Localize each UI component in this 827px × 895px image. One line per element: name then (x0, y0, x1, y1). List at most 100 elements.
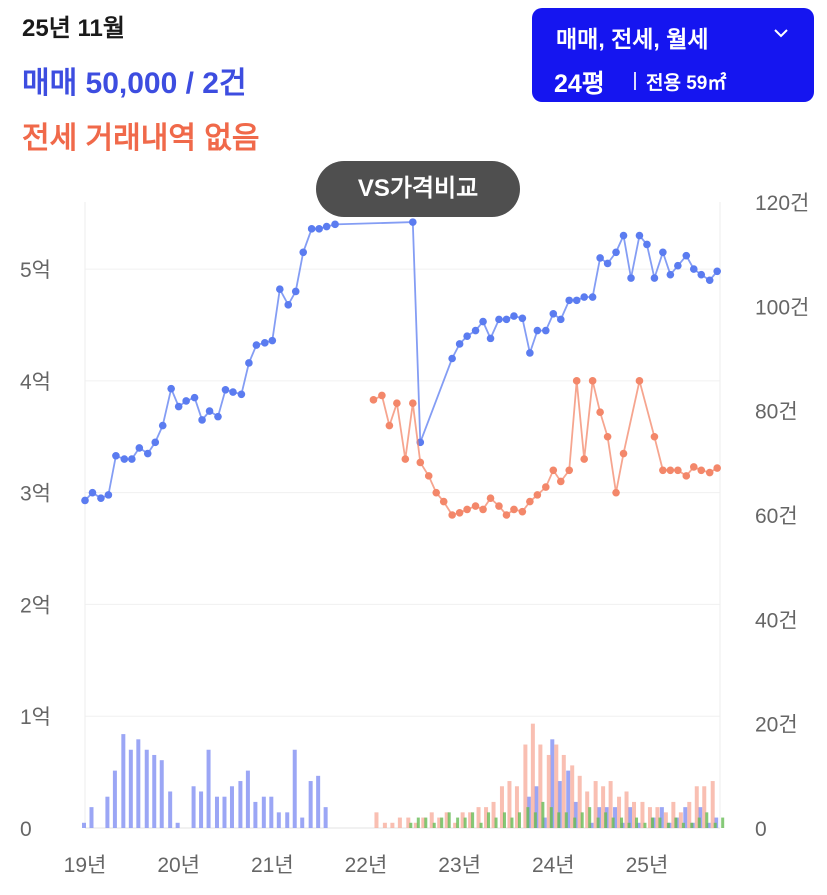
data-point (315, 225, 323, 233)
y-left-tick: 4억 (20, 371, 51, 394)
data-point (697, 270, 706, 279)
volume-bar (285, 812, 290, 828)
data-point (705, 276, 714, 285)
data-point (307, 225, 316, 233)
data-point (549, 309, 558, 318)
y-right-tick: 120건 (755, 192, 809, 215)
data-point (682, 251, 691, 260)
data-point (245, 359, 253, 367)
data-point (322, 222, 331, 231)
volume-bar (468, 812, 473, 828)
volume-bar (588, 807, 592, 828)
series-line (84, 221, 718, 502)
data-point (588, 377, 597, 385)
volume-bar (429, 812, 434, 828)
data-point (565, 296, 574, 305)
data-point (471, 502, 480, 510)
data-point (635, 377, 644, 385)
data-point (276, 285, 284, 293)
volume-bar (671, 801, 676, 828)
volume-bar (523, 744, 528, 828)
data-point (518, 507, 527, 516)
volume-bar (601, 786, 606, 828)
data-point (533, 491, 542, 499)
grid-lines (84, 202, 721, 829)
volume-bar (413, 822, 418, 828)
volume-bar (409, 822, 413, 828)
y-right-tick: 20건 (755, 714, 798, 737)
volume-bar (460, 812, 465, 828)
data-point (612, 488, 620, 497)
sale-summary: 매매 50,000 / 2건 (22, 67, 247, 100)
data-point (486, 334, 495, 343)
data-point (104, 491, 113, 499)
volume-bar (674, 817, 678, 828)
volume-bar (424, 817, 428, 828)
data-point (713, 267, 721, 276)
data-point (190, 393, 199, 402)
y-left-tick: 1억 (20, 706, 51, 729)
volume-bar (683, 807, 688, 828)
volume-bar (533, 812, 537, 828)
y-right-tick: 100건 (755, 296, 809, 319)
volume-bar (421, 817, 426, 828)
volume-bar (613, 807, 618, 828)
data-point (612, 248, 620, 257)
volume-bar (659, 807, 664, 828)
volume-bar (687, 801, 692, 828)
volume-bar (432, 822, 436, 828)
volume-bar (105, 796, 110, 828)
volume-bar (238, 781, 243, 828)
data-point (495, 315, 503, 324)
jeonse-summary: 전세 거래내역 없음 (22, 122, 260, 155)
trade-filter-button[interactable]: 매매, 전세, 월세 24평 전용 59㎡ (532, 8, 814, 102)
volume-bar (534, 786, 539, 828)
data-point (88, 488, 97, 497)
volume-bar (128, 749, 133, 828)
data-point (588, 293, 597, 301)
data-point (135, 444, 144, 452)
data-point (619, 449, 628, 458)
data-point (463, 505, 471, 514)
volume-bar (721, 817, 725, 828)
volume-bar (557, 812, 561, 828)
data-point (128, 455, 136, 463)
volume-bar (570, 765, 575, 828)
volume-bar (316, 775, 321, 828)
volume-bars (82, 723, 725, 828)
data-point (603, 259, 612, 268)
volume-bar (611, 817, 615, 828)
axis-ticks: 0 1억 2억 3억 4억 5억 0 20건 40건 60건 80건 100건 120건 19년 20년 21… (20, 192, 809, 877)
data-point (526, 349, 534, 357)
data-point (650, 274, 659, 282)
volume-bar (658, 817, 662, 828)
volume-bar (541, 801, 545, 828)
y-right-tick: 80건 (755, 401, 798, 424)
volume-bar (690, 822, 694, 828)
x-tick: 23년 (438, 854, 481, 877)
y-left-tick: 3억 (20, 483, 51, 506)
data-point (143, 449, 152, 458)
data-point (526, 497, 534, 506)
volume-bar (206, 749, 211, 828)
volume-bar (447, 812, 451, 828)
volume-bar (121, 734, 126, 828)
data-point (580, 293, 588, 301)
data-point (385, 421, 394, 430)
vs-compare-button[interactable]: VS가격비교 (316, 161, 520, 217)
price-lines (81, 218, 721, 519)
data-point (439, 497, 448, 506)
data-point (518, 314, 527, 323)
volume-bar (549, 807, 553, 828)
data-point (603, 432, 612, 441)
volume-bar (502, 812, 506, 828)
data-point (252, 341, 261, 349)
data-point (705, 468, 714, 477)
data-point (97, 494, 105, 503)
data-point (627, 274, 635, 282)
volume-bar (494, 817, 498, 828)
data-point (565, 466, 574, 475)
data-point (533, 326, 542, 335)
data-point (596, 254, 604, 262)
